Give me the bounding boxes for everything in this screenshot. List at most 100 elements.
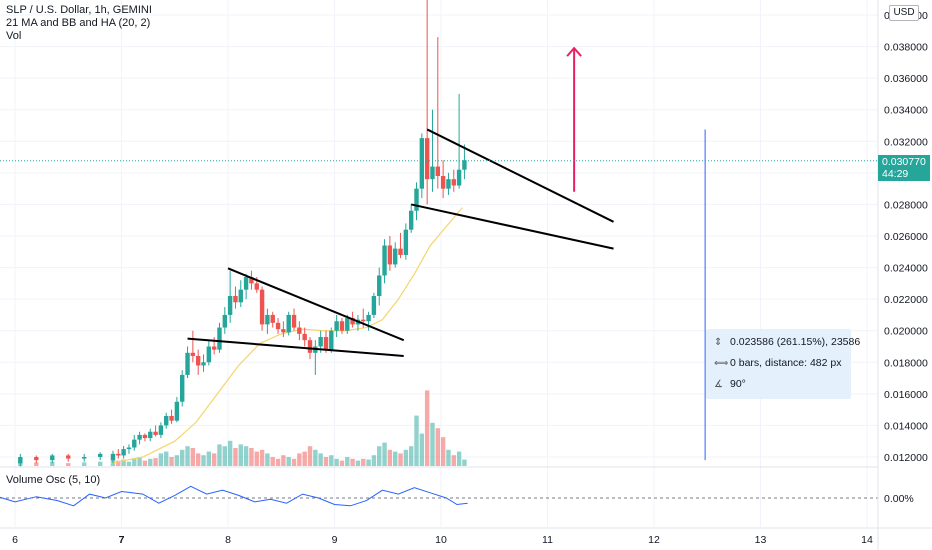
volume-bar — [377, 446, 382, 466]
volume-bar — [238, 444, 243, 466]
candle-body — [158, 425, 164, 435]
last-price-tag: 0.030770 44:29 — [878, 155, 930, 181]
candle-body — [377, 275, 382, 296]
candle-body — [206, 346, 212, 363]
candle-body — [82, 457, 87, 459]
volume-bar — [419, 433, 425, 466]
x-tick-label: 6 — [12, 534, 18, 546]
angle-icon: ∡ — [714, 379, 723, 390]
volume-bar — [201, 455, 206, 466]
volume-bar — [440, 437, 446, 466]
target-arrow-head[interactable] — [566, 46, 582, 57]
trendline-flag1-upper[interactable] — [227, 267, 405, 342]
volume-bar — [398, 453, 403, 466]
candle-body — [110, 453, 116, 461]
volume-bar — [254, 451, 259, 466]
volume-bar — [98, 461, 103, 466]
volume-bar — [164, 451, 169, 466]
candle-body — [50, 455, 55, 461]
volume-bar — [414, 415, 419, 466]
volume-bar — [451, 455, 456, 466]
candle-body — [185, 352, 190, 375]
candle-body — [291, 314, 297, 328]
candle-body — [233, 295, 238, 303]
y-tick-label: 0.024000 — [884, 263, 928, 275]
measure-bars: 0 bars, distance: 482 px — [730, 357, 842, 369]
x-tick-label: 8 — [225, 534, 231, 546]
candle-body — [345, 318, 350, 331]
volume-bar — [259, 449, 265, 466]
volume-bar — [297, 453, 302, 466]
candle-body — [227, 295, 233, 315]
volume-bar — [350, 458, 355, 466]
candle-body — [174, 401, 180, 421]
legend-vol[interactable]: Vol — [6, 30, 22, 42]
volume-bar — [153, 458, 158, 466]
volume-bar — [211, 453, 217, 466]
trendline-flag1-lower[interactable] — [187, 337, 404, 357]
volume-bar — [286, 457, 291, 466]
candle-body — [217, 327, 222, 350]
candle-body — [132, 439, 137, 448]
candle-body — [339, 321, 345, 331]
volume-bar — [174, 455, 180, 466]
candle-body — [211, 346, 217, 350]
volume-bar — [334, 458, 339, 466]
candle-body — [403, 229, 409, 255]
y-tick-label: 0.012000 — [884, 452, 928, 464]
volume-bar — [313, 449, 318, 466]
osc-axis-label: 0.00% — [884, 493, 914, 505]
candle-body — [190, 352, 196, 356]
volume-bar — [222, 446, 228, 466]
candle-body — [238, 289, 243, 303]
y-tick-label: 0.014000 — [884, 420, 928, 432]
trendline-flag2-upper[interactable] — [426, 128, 614, 223]
y-tick-label: 0.022000 — [884, 294, 928, 306]
volume-bar — [456, 451, 462, 466]
candle-body — [243, 277, 249, 290]
oscillator-label[interactable]: Volume Osc (5, 10) — [6, 474, 101, 486]
volume-bar — [233, 448, 238, 466]
currency-button[interactable]: USD — [889, 5, 919, 21]
candle-body — [281, 329, 286, 333]
volume-bar — [217, 444, 222, 466]
legend-title[interactable]: SLP / U.S. Dollar, 1h, GEMINI — [6, 4, 152, 16]
candle-body — [419, 138, 425, 189]
candle-body — [366, 314, 371, 322]
legend-indicator[interactable]: 21 MA and BB and HA (20, 2) — [6, 17, 151, 29]
volume-bar — [195, 453, 201, 466]
candle-body — [318, 337, 323, 347]
candle-body — [393, 248, 398, 265]
candle-body — [153, 431, 158, 435]
y-tick-label: 0.032000 — [884, 136, 928, 148]
candle-body — [361, 319, 366, 322]
volume-bar — [82, 462, 87, 466]
candle-body — [126, 447, 132, 450]
candle-body — [435, 166, 441, 177]
volume-bar — [132, 458, 137, 466]
candle-body — [98, 453, 103, 457]
trendline-flag2-lower[interactable] — [410, 203, 614, 250]
volume-oscillator: 0.00% — [0, 485, 914, 507]
candle-body — [430, 166, 435, 180]
volume-bar — [361, 458, 366, 466]
volume-bar — [323, 457, 329, 466]
volume-bar — [265, 453, 270, 466]
y-tick-label: 0.016000 — [884, 389, 928, 401]
candle-body — [414, 188, 419, 211]
volume-bar — [270, 457, 275, 466]
volume-bar — [430, 422, 435, 466]
candle-body — [222, 314, 228, 328]
osc-series-line — [0, 485, 468, 507]
volume-bar — [366, 459, 371, 466]
x-tick-label: 13 — [755, 534, 767, 546]
ma21-line — [110, 207, 463, 464]
y-tick-label: 0.038000 — [884, 42, 928, 54]
candle-body — [329, 330, 334, 350]
drawings — [187, 46, 706, 461]
volume-bar — [121, 459, 126, 466]
volume-bar — [382, 442, 387, 466]
volume-bar — [435, 428, 441, 466]
volume-bar — [339, 460, 345, 466]
